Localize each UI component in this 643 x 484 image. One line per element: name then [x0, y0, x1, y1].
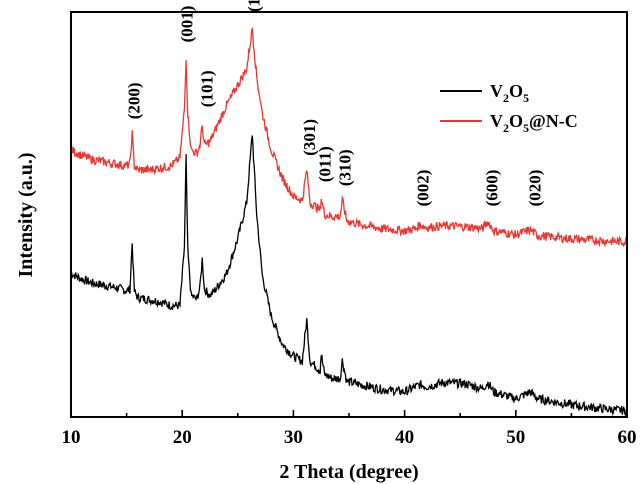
peak-label-1: (001)	[178, 6, 197, 43]
peak-label-7: (002)	[413, 170, 432, 207]
peak-label-0: (200)	[124, 82, 143, 119]
legend: V2O5 V2O5@N-C	[440, 81, 578, 135]
peak-label-5: (011)	[316, 146, 335, 182]
legend-label-v2o5: V2O5	[490, 81, 529, 105]
series-line-0	[71, 135, 627, 417]
peak-label-6: (310)	[336, 149, 355, 186]
series-line-1	[71, 26, 627, 248]
series-layer	[71, 26, 627, 417]
x-tick-label-5: 60	[618, 427, 637, 448]
peak-label-3: (110)	[244, 0, 263, 12]
x-tick-label-3: 40	[395, 427, 414, 448]
peak-annotations: (200) (001) (101) (110) (301)(011)(310) (002)…	[124, 0, 544, 206]
x-tick-label-2: 30	[284, 427, 303, 448]
x-tick-label-0: 10	[62, 427, 81, 448]
peak-label-4: (301)	[300, 119, 319, 156]
plot-frame	[70, 11, 628, 418]
plot-area	[71, 26, 627, 417]
peak-label-2: (101)	[198, 70, 217, 107]
x-axis-title: 2 Theta (degree)	[279, 461, 418, 483]
x-axis-ticks: 10 20 30 40 50 60	[62, 410, 637, 448]
y-axis-title: Intensity (a.u.)	[15, 152, 37, 277]
peak-label-9: (020)	[526, 170, 545, 207]
peak-label-8: (600)	[482, 170, 501, 207]
legend-label-v2o5-nc: V2O5@N-C	[490, 111, 578, 135]
x-tick-label-1: 20	[173, 427, 192, 448]
x-tick-label-4: 50	[506, 427, 525, 448]
